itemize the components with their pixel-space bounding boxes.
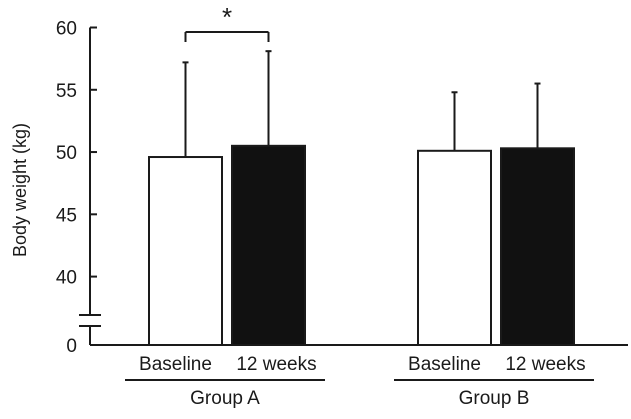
category-label: 12 weeks [236,354,316,375]
group-label: Group A [190,388,260,409]
y-tick-label: 50 [56,143,77,164]
y-tick-label: 0 [66,336,77,357]
category-label: 12 weeks [505,354,585,375]
group-label: Group B [459,388,530,409]
category-label: Baseline [408,354,481,375]
label-layer: 0 40 45 50 55 60 Baseline 12 weeks Group A * Basel… [56,2,586,409]
y-tick-label: 55 [56,81,77,102]
y-axis-title: Body weight (kg) [10,123,30,257]
category-label: Baseline [139,354,212,375]
y-tick-label: 40 [56,268,77,289]
significance-marker: * [222,2,232,32]
bar [148,156,223,346]
y-tick-label: 60 [56,19,77,40]
y-tick-label: 45 [56,205,77,226]
bar [500,147,575,346]
bar-layer [148,50,575,346]
bar [231,144,306,346]
bar [417,149,492,346]
